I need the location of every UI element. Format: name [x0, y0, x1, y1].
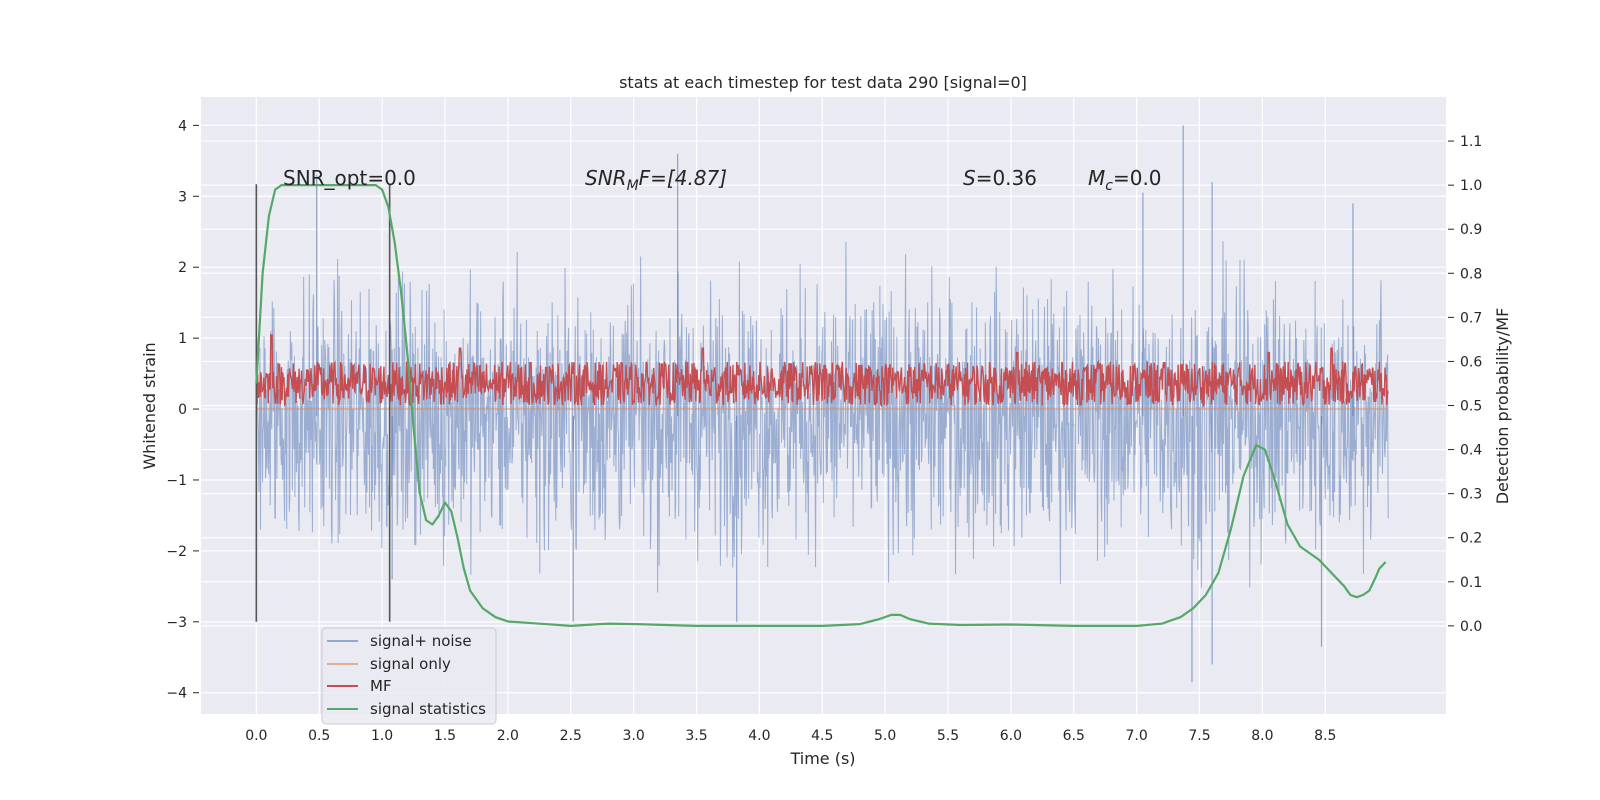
legend-label-signal-only: signal only [370, 655, 451, 673]
snr-mf-base: SNR [585, 166, 627, 190]
right-y-tick-label: 0.9 [1460, 222, 1482, 238]
right-y-tick-label: 0.7 [1460, 310, 1482, 326]
x-tick-label: 4.0 [748, 728, 770, 744]
right-y-tick-label: 0.5 [1460, 399, 1482, 415]
annotation-s: S=0.36 [963, 166, 1037, 190]
left-y-tick-labels: 4 3 2 1 0 −1 −2 −3 −4 [166, 118, 199, 702]
left-y-tick-label: −4 [166, 686, 187, 702]
legend-label-signal-noise: signal+ noise [370, 632, 472, 650]
s-var: S [963, 166, 976, 190]
signal-noise-series [255, 125, 1389, 683]
x-tick-label: 8.0 [1251, 728, 1273, 744]
mf-line [255, 334, 1389, 408]
legend-box [321, 627, 497, 725]
x-tick-label: 8.5 [1314, 728, 1336, 744]
mf-series [255, 334, 1389, 408]
signal-statistics-line [255, 184, 1387, 627]
x-tick-label: 3.5 [685, 728, 707, 744]
left-y-tick-label: −3 [166, 615, 187, 631]
right-y-tick-label: 0.0 [1460, 619, 1482, 635]
x-tick-label: 6.5 [1063, 728, 1085, 744]
left-y-tick-label: 2 [178, 260, 187, 276]
x-tick-label: 2.5 [560, 728, 582, 744]
chart-title: stats at each timestep for test data 290… [619, 73, 1027, 92]
legend-label-signal-statistics: signal statistics [370, 700, 486, 718]
left-y-tick-label: 4 [178, 118, 187, 134]
snr-mf-rest: F=[4.87] [639, 166, 727, 190]
annotation-snr-mf: SNRMF=[4.87] [585, 166, 727, 194]
right-y-tick-label: 1.0 [1460, 178, 1482, 194]
right-y-tick-labels: 1.1 1.0 0.9 0.8 0.7 0.6 0.5 0.4 0.3 0.2 0.1 0.0 [1448, 134, 1482, 635]
legend-label-mf: MF [370, 677, 392, 695]
right-y-axis-label: Detection probability/MF [1493, 308, 1512, 505]
signal-statistics-series [255, 184, 1387, 627]
x-tick-label: 5.0 [874, 728, 896, 744]
right-y-tick-label: 0.6 [1460, 354, 1482, 370]
marker-lines [255, 184, 391, 622]
left-y-tick-label: 3 [178, 189, 187, 205]
left-y-tick-label: −1 [166, 473, 187, 489]
right-y-tick-label: 0.4 [1460, 443, 1482, 459]
left-y-tick-label: 1 [178, 331, 187, 347]
mc-val: =0.0 [1113, 166, 1162, 190]
right-y-tick-label: 1.1 [1460, 134, 1482, 150]
x-tick-label: 7.5 [1188, 728, 1210, 744]
x-tick-label: 5.5 [937, 728, 959, 744]
left-y-tick-label: 0 [178, 402, 187, 418]
x-tick-label: 0.0 [245, 728, 267, 744]
x-tick-label: 6.0 [1000, 728, 1022, 744]
right-y-tick-label: 0.8 [1460, 266, 1482, 282]
signal-noise-line [255, 241, 1389, 593]
annotation-snr-opt: SNR_opt=0.0 [283, 166, 416, 190]
left-y-axis-label: Whitened strain [140, 342, 159, 469]
left-y-tick-label: −2 [166, 544, 187, 560]
x-tick-label: 7.0 [1126, 728, 1148, 744]
mc-sub: c [1105, 178, 1113, 194]
x-tick-label: 3.0 [622, 728, 644, 744]
right-y-tick-label: 0.2 [1460, 531, 1482, 547]
right-y-tick-label: 0.1 [1460, 575, 1482, 591]
right-y-tick-label: 0.3 [1460, 487, 1482, 503]
x-axis-label: Time (s) [789, 749, 855, 768]
x-tick-label: 4.5 [811, 728, 833, 744]
x-tick-labels: 0.0 0.5 1.0 1.5 2.0 2.5 3.0 3.5 4.0 4.5 5.0 5.5 6.0 6… [245, 728, 1336, 744]
x-tick-label: 2.0 [497, 728, 519, 744]
x-tick-label: 0.5 [308, 728, 330, 744]
snr-mf-sub: M [627, 178, 639, 194]
s-val: =0.36 [976, 166, 1037, 190]
legend: signal+ noise signal only MF signal stat… [321, 627, 497, 725]
mc-var: M [1088, 166, 1105, 190]
x-tick-label: 1.0 [371, 728, 393, 744]
x-tick-label: 1.5 [434, 728, 456, 744]
annotation-mc: Mc=0.0 [1088, 166, 1162, 194]
